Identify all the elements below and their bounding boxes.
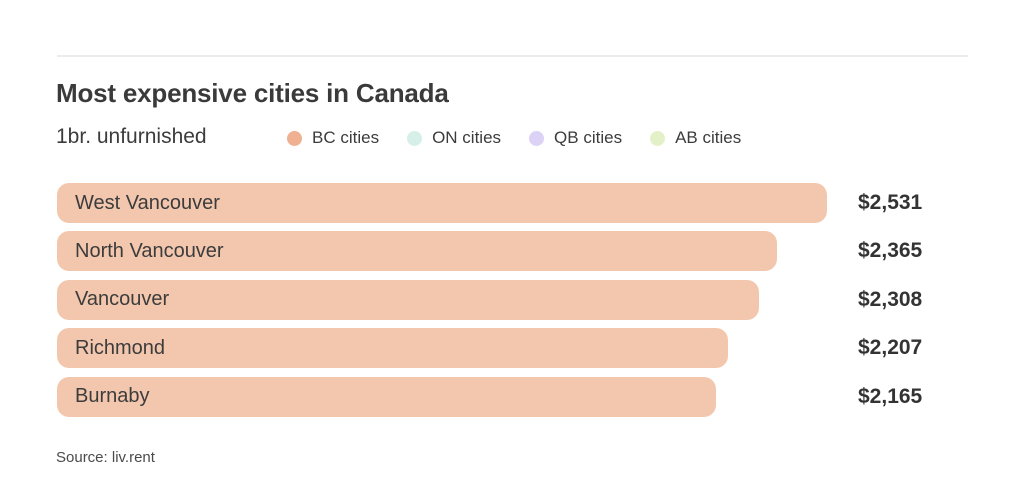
- legend-item-on: ON cities: [407, 128, 501, 148]
- legend-item-bc: BC cities: [287, 128, 379, 148]
- bar-value: $2,365: [858, 239, 923, 263]
- bar-north-vancouver: North Vancouver: [57, 231, 777, 272]
- ab-cities-dot-icon: [650, 130, 666, 146]
- bar-row: Vancouver $2,308: [57, 279, 997, 320]
- bar-value: $2,308: [858, 287, 923, 311]
- legend-label: QB cities: [554, 128, 623, 147]
- bar-row: Burnaby $2,165: [57, 376, 997, 417]
- legend-label: BC cities: [312, 128, 380, 147]
- bar-west-vancouver: West Vancouver: [57, 183, 827, 223]
- bar-label: Richmond: [75, 336, 166, 359]
- bar-label: Vancouver: [75, 288, 170, 311]
- legend-label: AB cities: [675, 128, 742, 147]
- bar-vancouver: Vancouver: [57, 279, 760, 320]
- bar-burnaby: Burnaby: [57, 376, 716, 417]
- bar-value: $2,165: [858, 384, 923, 408]
- bar-row: North Vancouver $2,365: [57, 231, 997, 272]
- bar-value: $2,531: [858, 191, 923, 214]
- on-cities-dot-icon: [407, 130, 423, 146]
- bar-value: $2,207: [858, 336, 923, 360]
- legend-label: ON cities: [432, 128, 502, 147]
- bar-label: North Vancouver: [75, 239, 224, 262]
- legend-item-ab: AB cities: [650, 128, 741, 148]
- bar-label: West Vancouver: [75, 191, 220, 214]
- bar-row: Richmond $2,207: [57, 328, 997, 369]
- source-credit: Source: liv.rent: [56, 449, 155, 466]
- qb-cities-dot-icon: [529, 130, 545, 146]
- legend: BC cities ON cities QB cities AB cities: [287, 124, 741, 152]
- legend-item-qb: QB cities: [529, 128, 622, 148]
- chart-title: Most expensive cities in Canada: [56, 78, 449, 108]
- bar-chart: West Vancouver $2,531 North Vancouver $2…: [57, 183, 997, 425]
- bar-row: West Vancouver $2,531: [57, 183, 997, 223]
- chart-subtitle: 1br. unfurnished: [56, 125, 207, 148]
- bar-richmond: Richmond: [57, 328, 729, 369]
- bc-cities-dot-icon: [287, 130, 302, 146]
- bar-label: Burnaby: [75, 385, 150, 408]
- header-divider: [57, 55, 968, 57]
